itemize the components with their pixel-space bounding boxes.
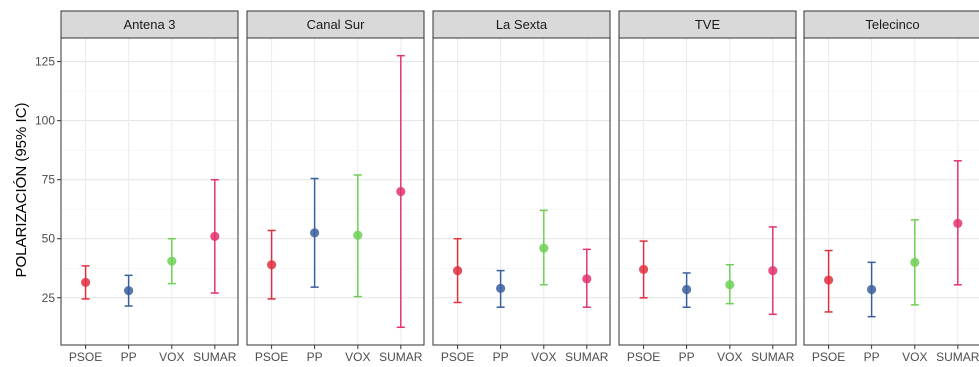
facet-panel: TVE PSOE PP VOX SUMAR xyxy=(618,10,797,364)
y-tick-label: 125 xyxy=(35,55,55,69)
panel-background xyxy=(61,38,238,345)
point-sumar xyxy=(210,231,220,241)
panel-border xyxy=(618,37,797,346)
panel-border xyxy=(803,37,979,346)
error-bar-vox xyxy=(725,263,735,305)
point-sumar xyxy=(768,266,778,276)
x-tick-label: SUMAR xyxy=(193,350,237,364)
error-bar-vox xyxy=(910,219,920,306)
y-axis-title: POLARIZACIÓN (95% IC) xyxy=(13,102,30,277)
panel-border xyxy=(60,37,239,346)
x-tick-label: VOX xyxy=(902,350,927,364)
panel-background xyxy=(804,38,979,345)
facet-strip xyxy=(618,10,797,39)
x-tick-label: VOX xyxy=(345,350,370,364)
error-bar-vox xyxy=(167,237,177,285)
facet-title: TVE xyxy=(695,17,721,32)
facet-panel: Canal Sur PSOE PP VOX SUMAR xyxy=(246,10,425,364)
x-tick-label: SUMAR xyxy=(379,350,423,364)
point-sumar xyxy=(953,218,963,228)
point-psoe xyxy=(267,260,277,270)
point-vox xyxy=(167,256,177,266)
facet-panel: La Sexta PSOE PP VOX SUMAR xyxy=(432,10,611,364)
error-bar-pp xyxy=(682,272,692,308)
point-pp xyxy=(310,228,320,238)
point-psoe xyxy=(639,264,649,275)
error-bar-pp xyxy=(310,177,320,288)
x-tick-label: VOX xyxy=(531,350,556,364)
y-tick-label: 100 xyxy=(35,114,55,128)
facet-title: La Sexta xyxy=(496,17,548,32)
facet-panels: Antena 3 PSOE PP VOX SUMAR Canal Sur PSOE PP VOX… xyxy=(60,10,979,364)
point-psoe xyxy=(453,266,463,276)
error-bar-sumar xyxy=(210,178,220,294)
facet-strip xyxy=(60,10,239,39)
y-tick-label: 25 xyxy=(42,291,56,305)
facet-title: Telecinco xyxy=(865,17,919,32)
point-psoe xyxy=(81,277,91,288)
x-tick-label: PP xyxy=(679,350,695,364)
point-psoe xyxy=(824,275,834,285)
x-tick-label: SUMAR xyxy=(936,350,979,364)
x-tick-label: VOX xyxy=(717,350,742,364)
x-tick-label: SUMAR xyxy=(751,350,795,364)
x-tick-label: PP xyxy=(864,350,880,364)
x-tick-label: PSOE xyxy=(69,350,102,364)
facet-title: Canal Sur xyxy=(307,17,365,32)
point-vox xyxy=(353,230,363,240)
x-tick-label: PP xyxy=(493,350,509,364)
panel-border xyxy=(432,37,611,346)
facet-title: Antena 3 xyxy=(123,17,175,32)
point-sumar xyxy=(396,186,406,197)
point-pp xyxy=(867,284,877,295)
error-bar-sumar xyxy=(953,160,963,286)
x-tick-label: PSOE xyxy=(255,350,288,364)
x-tick-label: VOX xyxy=(159,350,184,364)
error-bar-vox xyxy=(353,174,363,298)
point-vox xyxy=(910,257,920,267)
point-pp xyxy=(682,284,692,295)
facet-panel: Telecinco PSOE PP VOX SUMAR xyxy=(803,10,979,364)
y-axis-ticks: 25 50 75 100 125 xyxy=(35,55,61,305)
panel-background xyxy=(619,38,796,345)
point-sumar xyxy=(582,274,592,284)
error-bar-psoe xyxy=(81,265,91,300)
error-bar-psoe xyxy=(453,237,463,304)
panel-border xyxy=(246,37,425,346)
error-bar-sumar xyxy=(582,248,592,308)
x-tick-label: PP xyxy=(121,350,137,364)
panel-background xyxy=(433,38,610,345)
y-tick-label: 50 xyxy=(42,232,56,246)
x-tick-label: PSOE xyxy=(441,350,474,364)
error-bar-sumar xyxy=(396,54,406,329)
facet-strip xyxy=(246,10,425,39)
error-bar-pp xyxy=(867,261,877,318)
point-pp xyxy=(496,283,506,293)
error-bar-sumar xyxy=(768,226,778,316)
error-bar-vox xyxy=(539,209,549,286)
x-tick-label: PP xyxy=(307,350,323,364)
facet-panel: Antena 3 PSOE PP VOX SUMAR xyxy=(60,10,239,364)
point-vox xyxy=(725,280,735,290)
x-tick-label: PSOE xyxy=(627,350,660,364)
error-bar-psoe xyxy=(639,240,649,299)
point-pp xyxy=(124,286,134,296)
x-tick-label: SUMAR xyxy=(565,350,609,364)
error-bar-pp xyxy=(124,274,134,307)
point-vox xyxy=(539,243,549,253)
error-bar-pp xyxy=(496,269,506,308)
error-bar-psoe xyxy=(824,249,834,313)
panel-background xyxy=(247,38,424,345)
y-tick-label: 75 xyxy=(42,173,56,187)
error-bar-psoe xyxy=(267,229,277,300)
facet-strip xyxy=(432,10,611,39)
x-tick-label: PSOE xyxy=(812,350,845,364)
